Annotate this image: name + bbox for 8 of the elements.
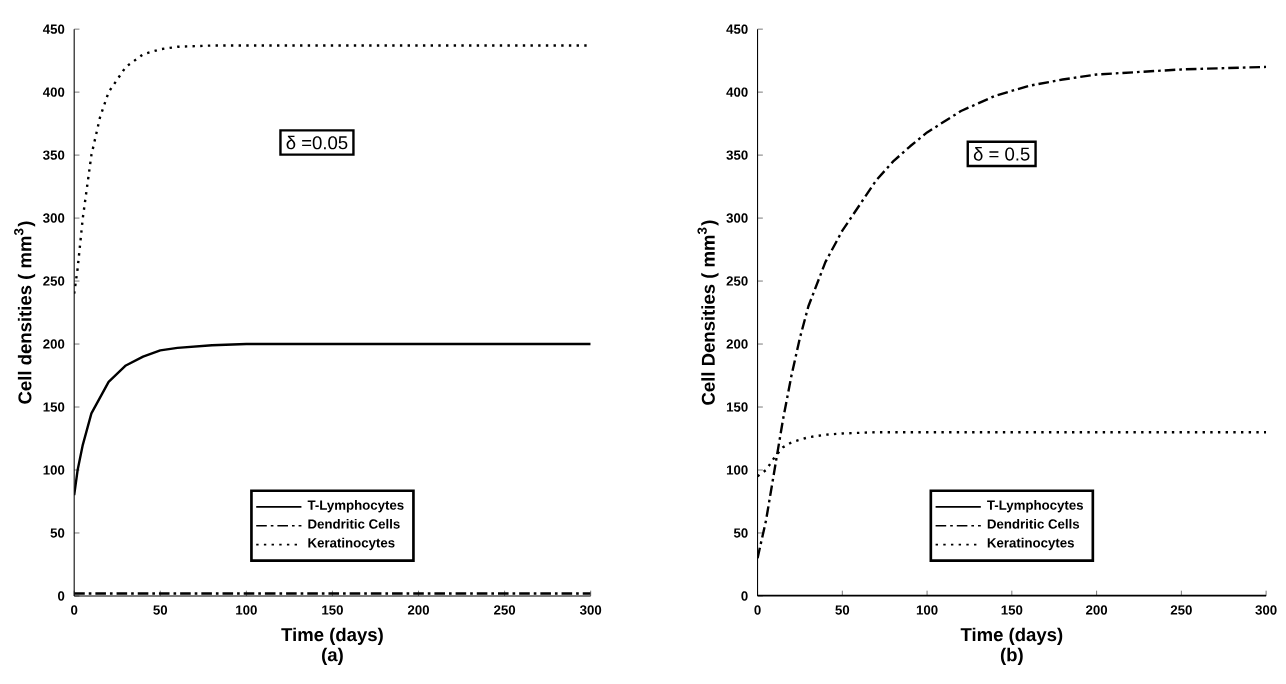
x-axis-title: Time (days) [281,627,383,646]
annotation: δ = 0.5 [973,147,1030,161]
x-axis-title: Time (days) [960,627,1063,646]
text: (b) [1000,648,1023,666]
annotation: δ =0.05 [286,136,348,150]
y-axis-title: Cell densities ( mm$^{3}$) [14,221,36,405]
y-axis-title: Cell Densities ( mm$^{3}$) [697,220,719,406]
text: (a) [322,648,343,666]
